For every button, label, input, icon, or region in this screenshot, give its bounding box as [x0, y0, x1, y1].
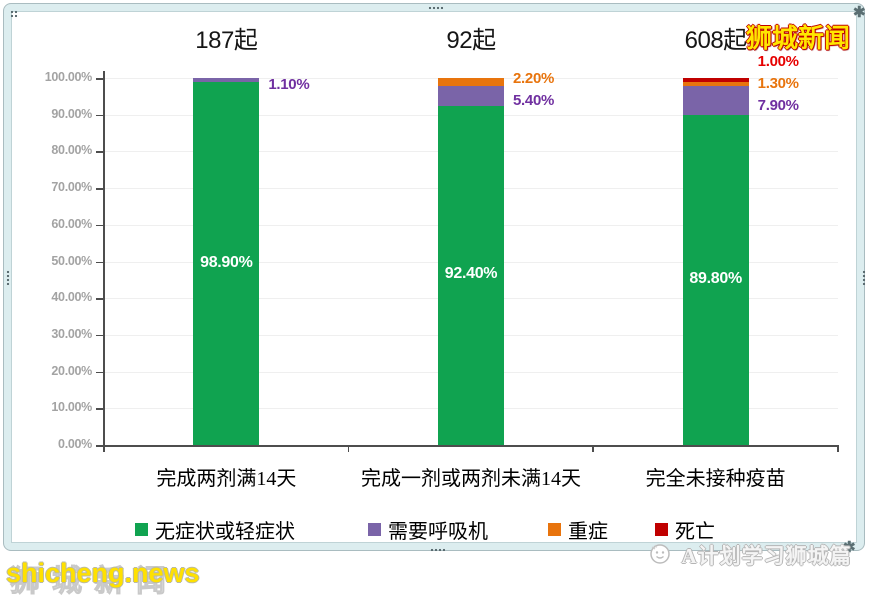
- legend-item-needs-ventilator: 需要呼吸机: [368, 515, 488, 543]
- x-axis-tickmark: [347, 445, 350, 452]
- y-axis-tick-label: 80.00%: [51, 143, 92, 158]
- bar-segment-needs-ventilator: [682, 86, 749, 116]
- y-axis-tick-label: 30.00%: [51, 326, 92, 341]
- legend-item-severe: 重症: [548, 515, 608, 543]
- legend-label-asymptomatic-or-mild: 无症状或轻症状: [155, 521, 295, 543]
- y-axis-tick-label: 10.00%: [51, 400, 92, 415]
- y-axis-tick-label: 40.00%: [51, 290, 92, 305]
- legend-swatch-death: [655, 523, 668, 536]
- y-axis-tick-label: 70.00%: [51, 180, 92, 195]
- legend-label-death: 死亡: [675, 521, 715, 543]
- watermark-back-text: 狮城新闻: [10, 565, 178, 595]
- x-axis-tickmark: [103, 445, 105, 452]
- bar-segment-severe: [438, 78, 504, 87]
- legend-label-needs-ventilator: 需要呼吸机: [388, 521, 488, 543]
- bar-value-label-asymptomatic-or-mild: 92.40%: [444, 265, 498, 283]
- bar-group-title: 608起: [684, 27, 748, 54]
- legend-swatch-needs-ventilator: [368, 523, 381, 536]
- bar-value-label-severe: 1.30%: [757, 74, 799, 92]
- x-axis-category-label: 完成两剂满14天: [156, 468, 297, 490]
- bar-segment-needs-ventilator: [438, 86, 504, 106]
- y-axis-tick-label: 60.00%: [51, 216, 92, 231]
- frame-corner-decoration-bottom-right: ✱: [843, 539, 856, 556]
- y-axis-tickmark: [96, 445, 104, 447]
- y-axis-line: [103, 71, 105, 445]
- y-axis-tick-label: 90.00%: [51, 106, 92, 121]
- frame-handle-right-middle: [862, 270, 866, 285]
- frame-handle-left-middle: [6, 270, 10, 285]
- y-axis-tickmark: [96, 224, 104, 227]
- bar-group-title: 187起: [195, 27, 258, 54]
- legend-swatch-severe: [548, 523, 561, 536]
- legend-item-death: 死亡: [655, 515, 715, 543]
- bar-segment-severe: [682, 81, 749, 87]
- watermark-site-name: 狮城新闻: [746, 24, 851, 53]
- y-axis-tickmark: [96, 408, 104, 410]
- y-axis-tickmark: [96, 261, 104, 263]
- y-axis-tickmark: [96, 78, 104, 80]
- frame-handle-top-center: [428, 6, 443, 10]
- legend-label-severe: 重症: [568, 521, 608, 543]
- watermark-site-url: shicheng.news: [6, 558, 200, 588]
- y-axis-tickmark: [96, 114, 104, 117]
- frame-handle-bottom-center: [430, 548, 445, 552]
- bar-segment-asymptomatic-or-mild: [682, 115, 749, 445]
- bar-segment-death: [682, 78, 749, 82]
- frame-handle-top-left: [10, 10, 19, 19]
- bar-value-label-needs-ventilator: 5.40%: [513, 91, 555, 109]
- y-axis-tickmark: [96, 151, 104, 153]
- y-axis-tickmark: [96, 298, 104, 300]
- bar-value-label-severe: 2.20%: [513, 69, 555, 87]
- bar-segment-asymptomatic-or-mild: [193, 82, 260, 445]
- bar-segment-asymptomatic-or-mild: [438, 105, 504, 445]
- bar-value-label-needs-ventilator: 7.90%: [757, 96, 799, 114]
- legend-item-asymptomatic-or-mild: 无症状或轻症状: [135, 515, 295, 543]
- y-axis-tickmark: [96, 334, 104, 337]
- bar-value-label-needs-ventilator: 1.10%: [268, 76, 310, 94]
- x-axis-category-label: 完成一剂或两剂未满14天: [361, 468, 581, 490]
- y-axis-tick-label: 0.00%: [58, 437, 92, 451]
- y-axis-tickmark: [96, 371, 104, 374]
- y-axis-tick-label: 50.00%: [51, 253, 92, 268]
- bar-segment-needs-ventilator: [193, 78, 260, 83]
- bar-group-title: 92起: [446, 27, 496, 54]
- x-axis-category-label: 完全未接种疫苗: [645, 468, 786, 490]
- y-axis-tick-label: 20.00%: [51, 363, 92, 378]
- watermark-channel-label: A计划学习狮城篇: [681, 544, 852, 568]
- bar-value-label-asymptomatic-or-mild: 89.80%: [689, 270, 742, 288]
- watermark-channel: A计划学习狮城篇: [648, 540, 852, 570]
- y-axis-tick-label: 100.00%: [44, 70, 93, 84]
- x-axis-tickmark: [592, 445, 594, 452]
- frame-corner-decoration-top-right: ✱: [853, 4, 866, 21]
- smiley-face-icon: [648, 541, 672, 570]
- bar-value-label-asymptomatic-or-mild: 98.90%: [200, 253, 253, 271]
- bar-value-label-death: 1.00%: [757, 52, 799, 70]
- x-axis-line: [103, 445, 839, 447]
- x-axis-tickmark: [837, 445, 839, 452]
- y-axis-tickmark: [96, 188, 104, 190]
- legend-swatch-asymptomatic-or-mild: [135, 523, 148, 536]
